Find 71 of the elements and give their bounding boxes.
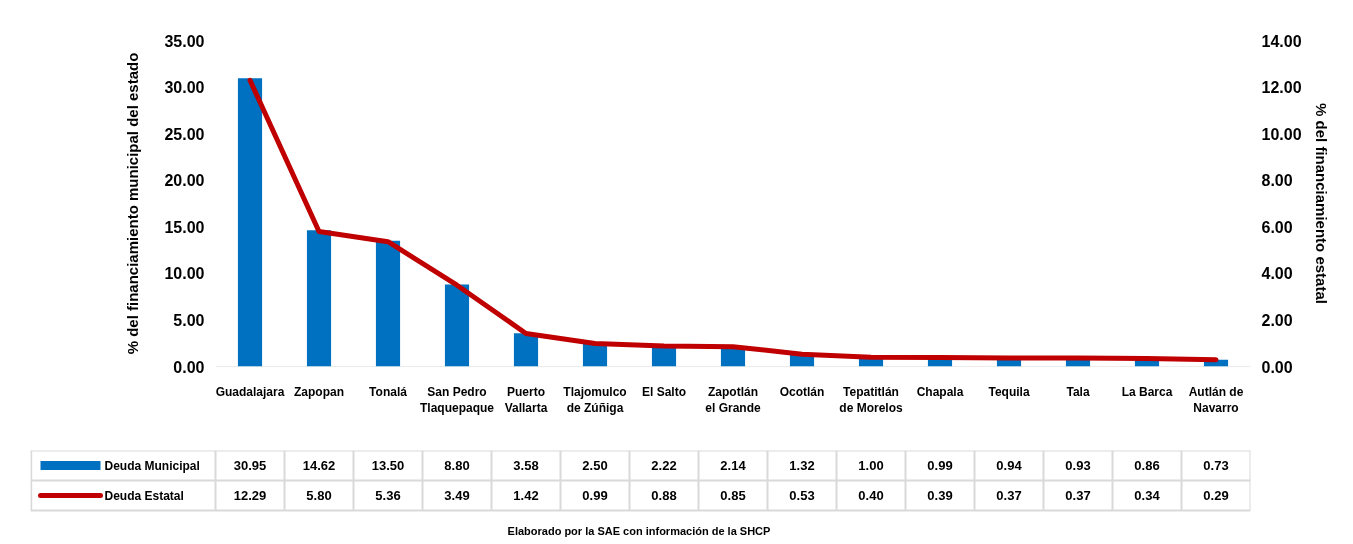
data-label: 0.40 <box>858 488 884 503</box>
y-tick-label: 10.00 <box>164 265 205 283</box>
y-tick-label: 0.00 <box>173 358 205 376</box>
data-label: 30.95 <box>233 458 267 473</box>
data-label: 0.53 <box>789 488 815 503</box>
x-tick-label: Autlán de Navarro <box>1188 384 1244 416</box>
y2-tick-label: 0.00 <box>1261 358 1293 376</box>
data-label: 3.58 <box>513 458 539 473</box>
x-tick-label: La Barca <box>1121 384 1173 399</box>
legend-label: Deuda Municipal <box>104 458 200 473</box>
y2-tick-label: 12.00 <box>1261 79 1302 97</box>
y-axis-title: % del financiamiento municipal del estado <box>124 52 142 355</box>
data-label: 0.88 <box>651 488 677 503</box>
data-label: 0.85 <box>720 488 746 503</box>
y2-tick-label: 14.00 <box>1261 32 1302 50</box>
data-label: 3.49 <box>444 488 470 503</box>
data-label: 13.50 <box>371 458 405 473</box>
x-tick-label: Tonalá <box>369 384 408 399</box>
data-label: 14.62 <box>302 458 336 473</box>
data-label: 0.37 <box>996 488 1022 503</box>
x-tick-label: Tepatitlán de Morelos <box>839 384 903 416</box>
y-tick-label: 25.00 <box>164 125 205 143</box>
data-label: 0.37 <box>1065 488 1091 503</box>
data-label: 0.99 <box>927 458 953 473</box>
x-tick-label: Ocotlán <box>779 384 825 399</box>
legend-label: Deuda Estatal <box>104 488 184 503</box>
data-label: 1.00 <box>858 458 884 473</box>
data-label: 0.94 <box>996 458 1023 473</box>
y2-axis-title: % del financiamiento estatal <box>1312 103 1330 304</box>
y2-tick-label: 6.00 <box>1261 218 1293 236</box>
bar <box>375 240 401 367</box>
data-label: 1.32 <box>789 458 815 473</box>
x-tick-label: Tlajomulco de Zúñiga <box>563 384 627 416</box>
x-tick-label: Puerto Vallarta <box>504 384 548 416</box>
y2-tick-label: 4.00 <box>1261 265 1293 283</box>
y-tick-label: 5.00 <box>173 311 205 329</box>
data-label: 0.73 <box>1203 458 1229 473</box>
data-label: 2.14 <box>720 458 747 473</box>
x-tick-label: Zapopan <box>294 384 344 399</box>
bar <box>444 284 470 367</box>
data-label: 0.39 <box>927 488 953 503</box>
x-tick-label: Guadalajara <box>215 384 285 399</box>
data-label: 0.99 <box>582 488 608 503</box>
data-label: 1.42 <box>513 488 539 503</box>
y-tick-label: 15.00 <box>164 218 205 236</box>
x-tick-label: Zapotlán el Grande <box>705 384 761 416</box>
data-label: 0.86 <box>1134 458 1160 473</box>
data-label: 0.93 <box>1065 458 1091 473</box>
bar <box>237 78 263 367</box>
x-tick-label: Tequila <box>988 384 1030 399</box>
y-tick-label: 20.00 <box>164 172 205 190</box>
data-label: 2.22 <box>651 458 677 473</box>
y2-tick-label: 8.00 <box>1261 172 1293 190</box>
x-tick-label: San Pedro Tlaquepaque <box>420 384 495 416</box>
y2-tick-label: 10.00 <box>1261 125 1302 143</box>
data-label: 2.50 <box>582 458 608 473</box>
data-label: 5.80 <box>306 488 332 503</box>
data-label: 0.34 <box>1134 488 1161 503</box>
y-tick-label: 35.00 <box>164 32 205 50</box>
text: Elaborado por la SAE con información de la SHCP <box>507 524 771 537</box>
data-label: 8.80 <box>444 458 470 473</box>
x-tick-label: El Salto <box>642 384 687 399</box>
x-tick-label: Tala <box>1066 384 1090 399</box>
y2-tick-label: 2.00 <box>1261 311 1293 329</box>
x-tick-label: Chapala <box>916 384 964 399</box>
y-tick-label: 30.00 <box>164 79 205 97</box>
data-label: 0.29 <box>1203 488 1229 503</box>
data-label: 5.36 <box>375 488 401 503</box>
bar <box>513 333 539 367</box>
bar <box>306 230 332 367</box>
data-label: 12.29 <box>233 488 267 503</box>
